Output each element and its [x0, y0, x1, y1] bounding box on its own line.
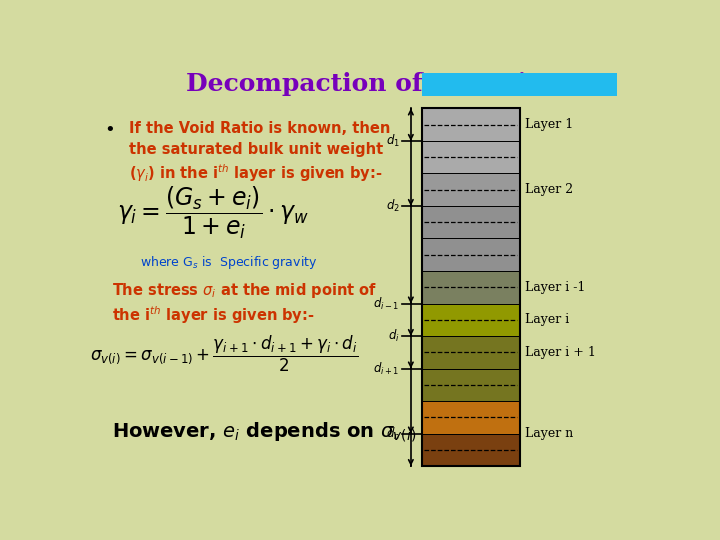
- Text: $\sigma_{v(i)} = \sigma_{v(i-1)} + \dfrac{\gamma_{i+1} \cdot d_{i+1} + \gamma_i : $\sigma_{v(i)} = \sigma_{v(i-1)} + \dfra…: [90, 334, 358, 374]
- Text: Layer i: Layer i: [526, 313, 570, 326]
- Bar: [422, 141, 520, 173]
- Bar: [422, 401, 520, 434]
- Text: $d_i$: $d_i$: [388, 328, 400, 344]
- Text: Decompaction of Deposits: Decompaction of Deposits: [186, 71, 552, 96]
- Text: the saturated bulk unit weight: the saturated bulk unit weight: [129, 141, 383, 157]
- Bar: [422, 173, 520, 206]
- Text: $d_{i-1}$: $d_{i-1}$: [374, 295, 400, 312]
- Text: Layer n: Layer n: [526, 427, 574, 440]
- Text: the i$^{th}$ layer is given by:-: the i$^{th}$ layer is given by:-: [112, 304, 315, 326]
- Bar: [422, 73, 617, 96]
- Bar: [422, 271, 520, 303]
- Text: Layer i + 1: Layer i + 1: [526, 346, 596, 359]
- Text: However, $e_i$ depends on $\sigma_{v(i)}$: However, $e_i$ depends on $\sigma_{v(i)}…: [112, 421, 417, 444]
- Text: $d_2$: $d_2$: [386, 198, 400, 214]
- Text: $d_{i+1}$: $d_{i+1}$: [374, 361, 400, 376]
- Text: If the Void Ratio is known, then: If the Void Ratio is known, then: [129, 121, 390, 136]
- Text: Layer 2: Layer 2: [526, 183, 573, 196]
- Text: •: •: [104, 121, 114, 139]
- Text: The stress $\sigma_i$ at the mid point of: The stress $\sigma_i$ at the mid point o…: [112, 281, 377, 300]
- Text: $\gamma_i = \dfrac{(G_s + e_i)}{1+e_i} \cdot \gamma_w$: $\gamma_i = \dfrac{(G_s + e_i)}{1+e_i} \…: [117, 184, 309, 241]
- Text: where G$_s$ is  Specific gravity: where G$_s$ is Specific gravity: [140, 254, 318, 271]
- Bar: [422, 434, 520, 466]
- Text: Layer 1: Layer 1: [526, 118, 574, 131]
- Bar: [422, 109, 520, 466]
- Text: Layer i -1: Layer i -1: [526, 281, 585, 294]
- Bar: [422, 336, 520, 368]
- Bar: [422, 239, 520, 271]
- Text: $d_n$: $d_n$: [385, 426, 400, 442]
- Text: ($\gamma_i$) in the i$^{th}$ layer is given by:-: ($\gamma_i$) in the i$^{th}$ layer is gi…: [129, 163, 382, 184]
- Bar: [422, 206, 520, 239]
- Bar: [422, 109, 520, 141]
- Bar: [422, 303, 520, 336]
- Bar: [422, 368, 520, 401]
- Text: $d_1$: $d_1$: [386, 133, 400, 149]
